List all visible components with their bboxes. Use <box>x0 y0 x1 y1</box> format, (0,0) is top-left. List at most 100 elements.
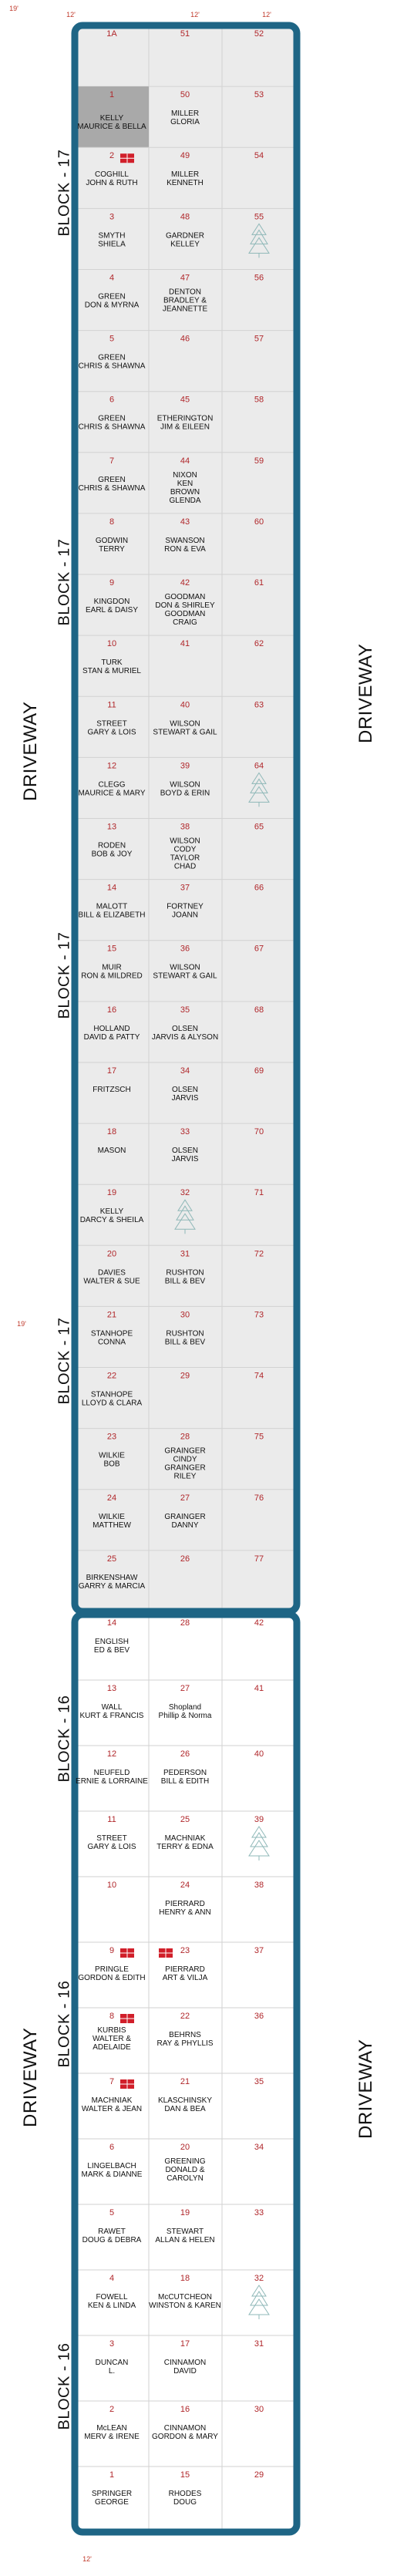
plot-number: 6 <box>109 2143 114 2152</box>
plot-number: 66 <box>254 884 264 893</box>
plot-block17_rows-26: 26 <box>180 1554 190 1564</box>
plot-number: 40 <box>254 1749 264 1759</box>
plot-number: 17 <box>107 1066 116 1076</box>
plot-name: TURK <box>101 658 123 667</box>
plot-name: BILL & BEV <box>165 1277 206 1285</box>
plot-number: 22 <box>107 1372 116 1381</box>
plot-number: 64 <box>254 761 264 770</box>
plot-block17_rows-64: 64 <box>248 761 270 807</box>
plot-name: DAVID <box>173 2367 197 2376</box>
plot-name: McLEAN <box>96 2424 126 2433</box>
plot-name: BILL & BEV <box>165 1338 206 1346</box>
plot-number: 32 <box>254 2274 264 2283</box>
plot-name: KEN <box>177 480 193 488</box>
plot-name: CHRIS & SHAWNA <box>79 423 146 432</box>
plot-block17_rows-58: 58 <box>254 396 264 405</box>
plot-name: GRAINGER <box>164 1513 205 1521</box>
plot-number: 23 <box>180 1946 190 1955</box>
plot-name: PIERRARD <box>165 1965 205 1974</box>
plot-block17_rows-56: 56 <box>254 273 264 282</box>
plot-name: JARVIS <box>172 1094 199 1103</box>
plot-name: WILSON <box>170 964 200 972</box>
plot-number: 31 <box>180 1249 190 1258</box>
plot-name: BRADLEY & <box>163 296 207 305</box>
plot-number: 9 <box>109 578 114 588</box>
plot-name: STANHOPE <box>91 1391 133 1399</box>
plot-number: 76 <box>254 1493 264 1503</box>
plot-number: 55 <box>254 212 264 221</box>
plot-block16_rows-34: 34 <box>254 2143 264 2152</box>
plot-name: STEWART & GAIL <box>153 972 217 981</box>
plot-name: CINDY <box>173 1456 197 1464</box>
plot-name: LLOYD & CLARA <box>82 1399 143 1408</box>
block-17-label-2: BLOCK - 17 <box>56 538 73 626</box>
plot-block17_rows-55: 55 <box>248 212 270 258</box>
plot-number: 74 <box>254 1372 264 1381</box>
plot-number: 28 <box>180 1618 190 1628</box>
plot-block17_rows-1A: 1A <box>106 29 117 39</box>
plot-number: 15 <box>180 2470 190 2480</box>
plot-block16_rows-32: 32 <box>248 2274 270 2319</box>
plot-block17_rows-67: 67 <box>254 945 264 954</box>
plot-number: 26 <box>180 1749 190 1759</box>
plot-name: STREET <box>96 1834 126 1843</box>
plot-name: DOUG & DEBRA <box>82 2236 142 2244</box>
plot-name: STREET <box>96 719 126 728</box>
plot-block17_rows-77: 77 <box>254 1554 264 1564</box>
plot-number: 12 <box>107 1749 116 1759</box>
plot-name: MACHNIAK <box>165 1834 206 1843</box>
block-17-label-4: BLOCK - 17 <box>56 1317 73 1405</box>
plot-name: CODY <box>174 846 197 854</box>
plot-block17_rows-63: 63 <box>254 700 264 709</box>
plot-name: GRAINGER <box>164 1464 205 1473</box>
plot-number: 11 <box>107 1815 116 1824</box>
plot-number: 16 <box>107 1005 116 1015</box>
block-17-grid <box>75 25 297 1611</box>
plot-block17_rows-59: 59 <box>254 456 264 466</box>
plot-name: HOLLAND <box>93 1025 130 1033</box>
plot-block17_rows-73: 73 <box>254 1310 264 1319</box>
plot-number: 49 <box>180 151 190 160</box>
plot-number: 15 <box>107 945 116 954</box>
plot-name: GREEN <box>98 292 126 301</box>
plot-block17_rows-72: 72 <box>254 1249 264 1258</box>
plot-number: 17 <box>180 2339 190 2349</box>
plot-name: BIRKENSHAW <box>86 1574 138 1582</box>
plot-name: Phillip & Norma <box>159 1712 212 1720</box>
plot-number: 8 <box>109 2012 114 2021</box>
plot-name: L. <box>109 2367 115 2376</box>
plot-name: DON & MYRNA <box>85 301 140 309</box>
plot-name: MUIR <box>102 964 122 972</box>
plot-name: ERNIE & LORRAINE <box>76 1777 148 1786</box>
plot-number: 36 <box>180 945 190 954</box>
plot-name: MAURICE & MARY <box>78 789 145 797</box>
plot-number: 77 <box>254 1554 264 1564</box>
plot-number: 42 <box>254 1618 264 1628</box>
plot-name: MACHNIAK <box>92 2096 133 2105</box>
plot-number: 25 <box>107 1554 116 1564</box>
plot-block17_rows-46: 46 <box>180 335 190 344</box>
plot-number: 46 <box>180 335 190 344</box>
plot-number: 5 <box>109 2208 114 2217</box>
plot-number: 41 <box>180 639 190 648</box>
plot-name: WILSON <box>170 719 200 728</box>
driveway-right-top: DRIVEWAY <box>355 643 376 743</box>
plot-number: 47 <box>180 273 190 282</box>
plot-name: ART & VILJA <box>163 1974 208 1982</box>
plot-name: WALTER & <box>93 2035 131 2043</box>
plot-number: 14 <box>107 1618 116 1628</box>
